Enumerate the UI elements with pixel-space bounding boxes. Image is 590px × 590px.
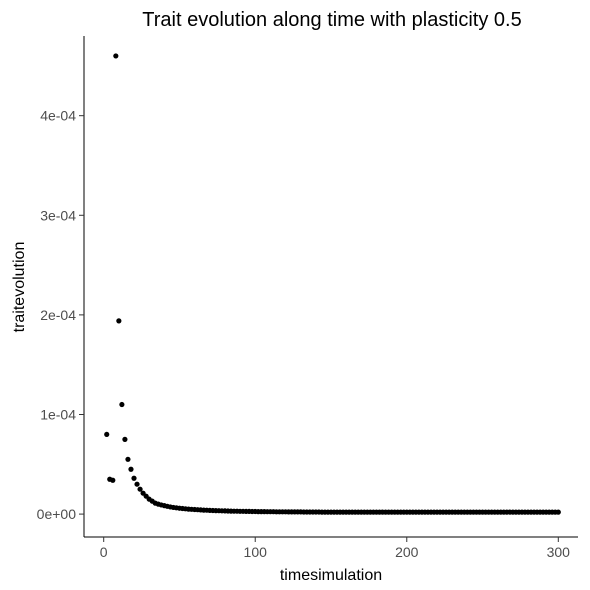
x-axis: 0 100 200 300 (84, 536, 578, 560)
data-points (104, 53, 561, 515)
y-axis: 0e+00 1e-04 2e-04 3e-04 4e-04 (37, 36, 85, 537)
data-point (125, 456, 131, 462)
data-point (555, 509, 561, 515)
y-tick-label: 4e-04 (40, 108, 76, 124)
x-axis-title: timesimulation (280, 567, 382, 584)
y-axis-title: traitevolution (11, 242, 28, 333)
chart-title: Trait evolution along time with plastici… (142, 9, 521, 31)
x-tick-label: 300 (547, 544, 571, 560)
data-point (131, 475, 137, 481)
data-point (116, 318, 122, 324)
y-tick-label: 2e-04 (40, 307, 76, 323)
y-tick-label: 0e+00 (37, 506, 77, 522)
data-point (110, 477, 116, 483)
data-point (134, 481, 140, 487)
data-point (104, 431, 110, 438)
x-tick-label: 100 (244, 544, 268, 560)
data-point (137, 486, 143, 492)
data-point (128, 466, 134, 472)
x-tick-label: 0 (100, 544, 108, 560)
x-tick-label: 200 (395, 544, 419, 560)
data-point (113, 53, 119, 59)
data-point (119, 401, 125, 408)
y-tick-label: 1e-04 (40, 406, 76, 422)
data-point (122, 436, 128, 442)
y-tick-label: 3e-04 (40, 207, 76, 223)
